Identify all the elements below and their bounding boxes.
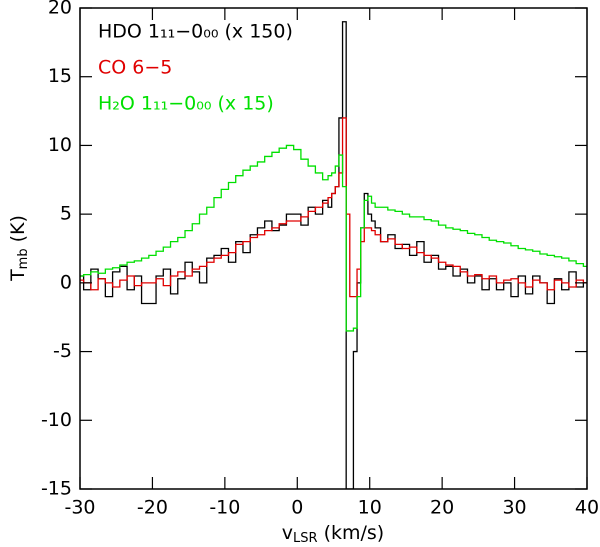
x-tick-label: 20 bbox=[430, 497, 454, 519]
y-tick-label: 10 bbox=[48, 134, 72, 156]
frame bbox=[79, 7, 588, 490]
y-tick-label: -10 bbox=[41, 409, 72, 431]
x-tick-label: -10 bbox=[209, 497, 240, 519]
spectrum-line bbox=[80, 21, 587, 489]
y-tick-label: -5 bbox=[53, 340, 72, 362]
spectrum-line bbox=[80, 144, 587, 332]
y-tick-label: -15 bbox=[41, 478, 72, 500]
x-axis-label: vLSR (km/s) bbox=[282, 522, 384, 546]
x-tick-label: 0 bbox=[291, 497, 303, 519]
spectrum-line bbox=[80, 117, 587, 298]
x-tick-label: 10 bbox=[358, 497, 382, 519]
plot-area bbox=[80, 21, 587, 489]
x-tick-label: -20 bbox=[137, 497, 168, 519]
x-tick-label: 30 bbox=[502, 497, 526, 519]
y-tick-label: 20 bbox=[48, 0, 72, 19]
legend-label: H₂O 1₁₁−0₀₀ (x 15) bbox=[98, 93, 274, 115]
legend-label: CO 6−5 bbox=[98, 57, 172, 79]
axes bbox=[79, 7, 588, 490]
x-tick-label: 40 bbox=[575, 497, 599, 519]
y-tick-label: 5 bbox=[60, 203, 72, 225]
legend-label: HDO 1₁₁−0₀₀ (x 150) bbox=[98, 21, 293, 43]
x-tick-label: -30 bbox=[64, 497, 95, 519]
y-axis-label: Tmb (K) bbox=[7, 215, 31, 282]
y-tick-label: 0 bbox=[60, 271, 72, 293]
y-tick-label: 15 bbox=[48, 65, 72, 87]
